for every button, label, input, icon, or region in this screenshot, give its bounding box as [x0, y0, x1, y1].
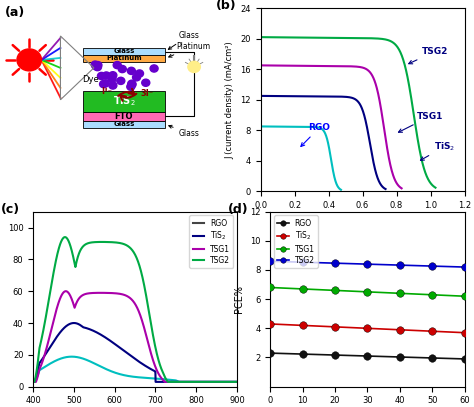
Legend: RGO, TiS$_2$, TSG1, TSG2: RGO, TiS$_2$, TSG1, TSG2: [274, 215, 318, 268]
Text: Glass: Glass: [169, 125, 200, 138]
Point: [299, 286, 306, 292]
Circle shape: [101, 80, 109, 87]
Circle shape: [17, 49, 42, 71]
Point: [396, 354, 403, 360]
Circle shape: [92, 63, 100, 70]
Text: (d): (d): [228, 203, 248, 216]
Point: [299, 351, 306, 357]
Text: FTO: FTO: [115, 112, 133, 121]
Circle shape: [98, 72, 106, 80]
FancyBboxPatch shape: [82, 112, 165, 121]
Circle shape: [102, 72, 110, 79]
Circle shape: [136, 70, 144, 77]
Circle shape: [109, 72, 117, 79]
Point: [428, 263, 436, 269]
Circle shape: [150, 65, 158, 72]
Circle shape: [91, 61, 99, 68]
Point: [396, 262, 403, 268]
Point: [364, 325, 371, 332]
Circle shape: [133, 74, 141, 81]
Text: RGO: RGO: [301, 123, 330, 147]
Point: [331, 324, 339, 330]
Point: [428, 355, 436, 361]
Text: TiS$_2$: TiS$_2$: [420, 140, 455, 160]
Point: [331, 352, 339, 358]
Text: TSG1: TSG1: [399, 112, 443, 132]
Circle shape: [128, 80, 136, 88]
Point: [331, 260, 339, 267]
Text: (c): (c): [0, 203, 20, 216]
Text: Glass: Glass: [113, 48, 135, 55]
Point: [461, 329, 468, 336]
Text: Platinum: Platinum: [106, 55, 142, 61]
Point: [461, 356, 468, 362]
Circle shape: [100, 81, 108, 88]
X-axis label: Voltage (V): Voltage (V): [336, 216, 390, 225]
Circle shape: [117, 77, 125, 84]
Text: I³⁻: I³⁻: [102, 87, 113, 96]
Circle shape: [94, 61, 102, 69]
Text: (a): (a): [5, 6, 25, 19]
Circle shape: [109, 82, 117, 89]
FancyBboxPatch shape: [82, 121, 165, 128]
Text: Dye: Dye: [82, 75, 99, 84]
Circle shape: [142, 79, 150, 86]
Circle shape: [127, 83, 135, 90]
Circle shape: [108, 75, 116, 83]
Y-axis label: J (current density) (mA/cm²): J (current density) (mA/cm²): [226, 41, 235, 159]
Text: Glass: Glass: [168, 31, 200, 49]
Point: [364, 353, 371, 359]
Circle shape: [93, 63, 101, 71]
Point: [266, 350, 274, 357]
Point: [364, 261, 371, 267]
Circle shape: [113, 61, 121, 69]
Point: [461, 293, 468, 300]
Circle shape: [188, 61, 201, 72]
Circle shape: [118, 66, 126, 72]
Point: [428, 328, 436, 335]
Point: [266, 258, 274, 265]
Text: (b): (b): [216, 0, 237, 12]
FancyBboxPatch shape: [82, 48, 165, 55]
Text: TiS$_2$: TiS$_2$: [113, 94, 135, 108]
Point: [396, 290, 403, 297]
Point: [428, 291, 436, 298]
Point: [299, 322, 306, 329]
Y-axis label: IPCE %: IPCE %: [0, 282, 2, 316]
Point: [364, 289, 371, 295]
Text: 3I⁻: 3I⁻: [141, 89, 154, 98]
Text: Glass: Glass: [113, 121, 135, 127]
Circle shape: [128, 81, 136, 88]
Point: [396, 326, 403, 333]
Point: [299, 259, 306, 265]
Circle shape: [128, 67, 136, 74]
Point: [266, 284, 274, 291]
Text: TSG2: TSG2: [409, 47, 448, 64]
Point: [331, 287, 339, 294]
Text: Platinum: Platinum: [169, 42, 210, 57]
FancyBboxPatch shape: [82, 91, 165, 112]
Point: [266, 321, 274, 327]
Point: [461, 264, 468, 270]
Legend: RGO, TiS$_2$, TSG1, TSG2: RGO, TiS$_2$, TSG1, TSG2: [190, 215, 233, 268]
Y-axis label: PCE%: PCE%: [235, 285, 245, 313]
FancyBboxPatch shape: [82, 55, 165, 62]
